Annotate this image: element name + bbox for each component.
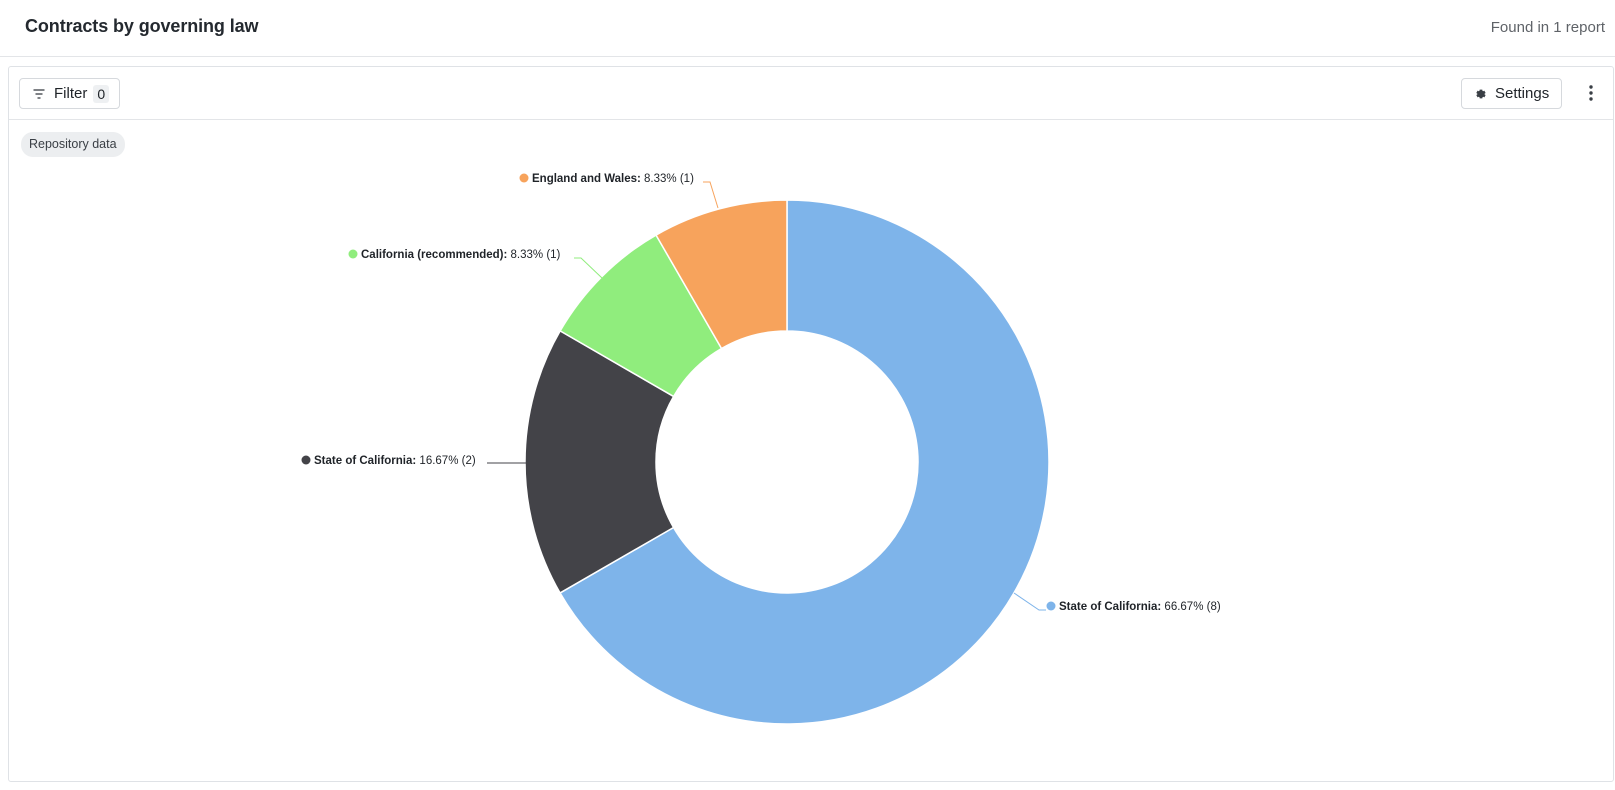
settings-label: Settings [1495,85,1550,102]
slice-1[interactable] [524,329,675,594]
settings-button[interactable]: Settings [1461,78,1562,109]
connector-3 [703,181,719,209]
page-header: Contracts by governing law Found in 1 re… [0,0,1615,57]
legend-dot-0 [1046,601,1056,611]
filter-label: Filter [54,85,88,102]
filter-count-badge: 0 [93,84,110,103]
filter-icon [33,88,45,99]
slice-3[interactable] [655,199,788,350]
legend-dot-3 [519,173,529,183]
data-label-2: California (recommended): 8.33% (1) [361,249,561,261]
page-title: Contracts by governing law [25,16,259,36]
data-label-0: State of California: 66.67% (8) [1059,601,1221,613]
slice-0[interactable] [559,199,1050,725]
panel-toolbar: Filter 0 Settings [9,67,1613,120]
connector-2 [574,257,603,279]
legend-dot-1 [301,455,311,465]
gear-icon [1476,89,1486,98]
found-in-report-link[interactable]: Found in 1 report [1490,19,1605,36]
legend-dot-2 [348,249,358,259]
filter-button[interactable]: Filter 0 [19,78,120,109]
more-options-icon[interactable] [1583,81,1599,105]
repository-data-tag: Repository data [21,132,125,157]
chart-panel: Filter 0 Settings Repository data State … [8,66,1614,782]
data-label-1: State of California: 16.67% (2) [314,455,476,467]
data-label-3: England and Wales: 8.33% (1) [532,173,694,185]
connector-0 [1013,592,1046,611]
donut-chart: State of California: 66.67% (8) State of … [301,173,1221,725]
